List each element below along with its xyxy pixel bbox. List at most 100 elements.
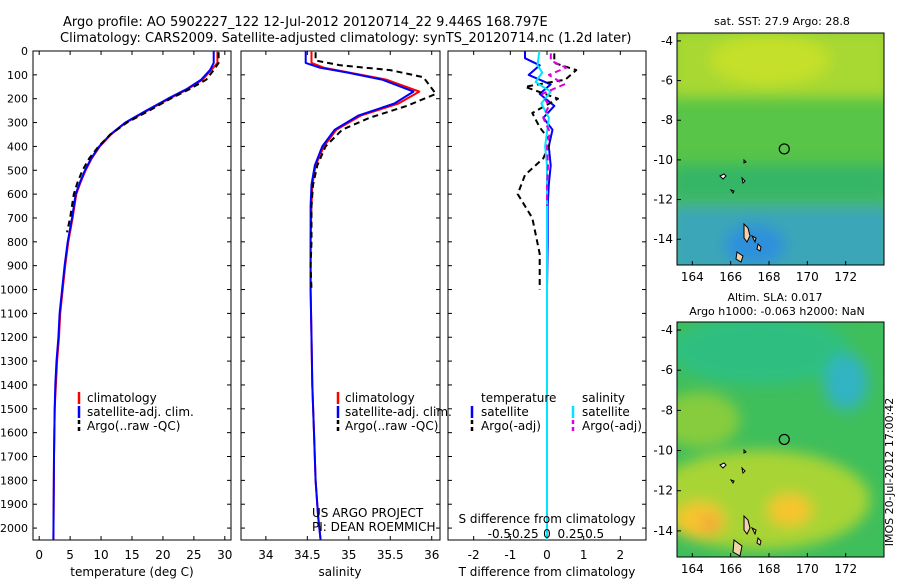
sla-islands [719,448,747,484]
depth-tick-label: 1400 [0,379,28,392]
depth-axis: 0 100 200 300 400 500 600 700 800 900 1000 1100 1200… [0,45,28,535]
sla-peak [700,516,720,532]
x-tick-label: 34 [258,548,273,562]
series-line-satellite [534,50,552,540]
map-x-tick-label: 172 [834,562,857,576]
legend-satellite-adj: satellite-adj. clim. [87,405,194,419]
sla-teal-region [677,322,850,385]
map-x-tick-label: 170 [796,270,819,284]
profile-title: Argo profile: AO 5902227_122 12-Jul-2012… [63,15,548,30]
map-x-tick-label: 170 [796,562,819,576]
sst-islands [719,158,747,194]
series-line-satellite [524,51,556,540]
depth-tick-label: 1000 [0,284,28,297]
sst-map-title: sat. SST: 27.9 Argo: 28.8 [714,15,850,28]
sla-map-subtitle: Argo h1000: -0.063 h2000: NaN [689,305,865,318]
project-credit: US ARGO PROJECT [312,506,424,520]
salinity-xlabel: salinity [318,565,361,579]
series-line-climatology [309,51,421,541]
s-diff-tick-label: 0 [543,527,551,541]
map-y-tick-label: -12 [653,193,673,207]
map-y-tick-label: -6 [661,74,673,88]
legend-climatology: climatology [345,391,415,405]
sst-map-frame [676,32,885,266]
depth-tick-label: 1700 [0,451,28,464]
temperature-plot: 0 5 10 15 20 25 30 [33,50,232,562]
depth-tick-label: 100 [7,69,28,82]
x-tick-label: 35.5 [377,548,404,562]
depth-tick-label: 2000 [0,522,28,535]
map-y-tick-label: -4 [661,323,673,337]
map-y-tick-label: -4 [661,34,673,48]
depth-tick-label: 1300 [0,355,28,368]
depth-tick-label: 1800 [0,474,28,487]
series-line-climatology [52,51,219,541]
timestamp: IMOS 20-Jul-2012 17:00:42 [883,398,896,547]
s-diff-tick-label: -0.25 [508,527,539,541]
x-tick-label: -1 [504,548,516,562]
map-y-tick-label: -12 [653,484,673,498]
x-tick-label: 5 [66,548,74,562]
s-diff-tick-label: -0.5 [488,527,511,541]
legend-t-satellite: satellite [481,405,529,419]
depth-tick-label: 1100 [0,307,28,320]
depth-tick-label: 1200 [0,331,28,344]
sst-argo-location-marker [778,143,790,155]
depth-tick-label: 300 [7,117,28,130]
s-diff-tick-label: 0.25 [557,527,584,541]
map-y-tick-label: -10 [653,153,673,167]
x-tick-label: 0 [35,548,43,562]
depth-tick-label: 500 [7,164,28,177]
sla-map-frame [676,321,885,558]
sst-warm-core [710,35,830,85]
x-tick-label: 25 [186,548,201,562]
salinity-plot: 34 34.5 35 35.5 36 [241,50,440,562]
series-line-argo-raw-qc [309,52,437,290]
x-tick-label: 35 [341,548,356,562]
sla-high-core-east [768,494,812,526]
map-x-tick-label: 166 [719,270,742,284]
sla-land [732,514,762,557]
legend-t-argo: Argo(-adj) [481,419,541,433]
temperature-legend: climatology satellite-adj. clim. Argo(..… [77,391,194,433]
x-tick-label: -2 [468,548,480,562]
legend-s-satellite: satellite [582,405,630,419]
map-y-tick-label: -14 [653,524,673,538]
temperature-xlabel: temperature (deg C) [70,565,193,579]
t-difference-xlabel: T difference from climatology [458,565,636,579]
legend-s-argo: Argo(-adj) [582,419,642,433]
sst-mid-band [677,165,884,200]
sla-map [677,322,884,557]
sla-high-region [677,450,870,550]
sla-rise-west [677,392,740,448]
depth-tick-label: 1500 [0,403,28,416]
series-line-satellite-adj-clim [52,51,215,541]
x-tick-label: 30 [217,548,232,562]
salinity-legend: climatology satellite-adj. clim. Argo(..… [336,391,452,433]
x-tick-label: 20 [155,548,170,562]
legend-argo: Argo(..raw -QC) [345,419,438,433]
depth-tick-label: 400 [7,140,28,153]
s-difference-label: S difference from climatology [459,512,636,526]
map-y-tick-label: -8 [661,403,673,417]
x-tick-label: 10 [93,548,108,562]
map-x-tick-label: 168 [758,562,781,576]
sst-cool-core [725,225,785,265]
map-x-tick-label: 164 [681,270,704,284]
legend-temperature-title: temperature [481,391,556,405]
climatology-title: Climatology: CARS2009. Satellite-adjuste… [60,31,632,46]
sla-map-title: Altim. SLA: 0.017 [727,291,822,304]
x-tick-label: 1 [580,548,588,562]
series-line-argo-raw-qc [66,52,220,233]
map-x-tick-label: 168 [758,270,781,284]
map-y-tick-label: -6 [661,363,673,377]
x-tick-label: 15 [124,548,139,562]
depth-tick-label: 700 [7,212,28,225]
depth-tick-label: 800 [7,236,28,249]
depth-tick-label: 0 [21,45,28,58]
map-y-tick-label: -10 [653,444,673,458]
sla-map-axes: 164 166 168 170 172 -4 -6 -8 -10 -12 -14 [653,323,857,576]
series-line-satellite-adj-clim [304,51,415,541]
sst-map-axes: 164 166 168 170 172 -4 -6 -8 -10 -12 -14 [653,34,857,284]
